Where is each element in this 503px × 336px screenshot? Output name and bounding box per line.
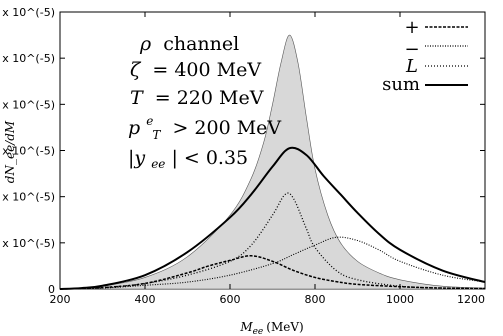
series-line-minus — [59, 236, 486, 290]
x-tick-label: 200 — [50, 293, 71, 306]
x-tick-label: 1200 — [457, 293, 485, 306]
annotation-rapidity: |y ee | < 0.35 — [128, 147, 248, 173]
x-tick-label: 600 — [220, 293, 241, 306]
annotation-t-text: = 220 MeV — [155, 87, 264, 109]
x-axis-title: Mee (MeV) — [239, 320, 303, 336]
legend-label-l: L — [405, 56, 418, 77]
filled-spectrum-area — [59, 34, 486, 290]
annotation-block: ρ channel ζ = 400 MeV T = 220 MeV p e T … — [128, 33, 281, 173]
y-tick-label: 5 x 10^(-5) — [0, 52, 55, 65]
x-tick-label: 800 — [305, 293, 326, 306]
annotation-temperature: T = 220 MeV — [130, 87, 264, 109]
legend-label-sum: sum — [382, 74, 420, 95]
legend-label-plus: + — [404, 17, 419, 38]
annotation-channel-text: channel — [163, 33, 239, 55]
annotation-pt-text: > 200 MeV — [172, 117, 281, 139]
x-axis-title-unit: (MeV) — [266, 320, 303, 334]
y-axis-ticks: 0 1 x 10^(-5) 2 x 10^(-5) 3 x 10^(-5) 4 x 10… — [0, 6, 485, 296]
y-tick-label: 1 x 10^(-5) — [0, 237, 55, 250]
y-tick-label: 6 x 10^(-5) — [0, 6, 55, 19]
annotation-zeta: ζ = 400 MeV — [130, 59, 261, 81]
x-axis-title-sub: ee — [253, 327, 264, 336]
annotation-t-symbol: T — [130, 87, 144, 109]
annotation-pt: p e T > 200 MeV — [128, 108, 281, 144]
y-tick-label: 0 — [48, 283, 55, 296]
annotation-p-symbol: p — [128, 117, 140, 139]
x-axis-title-main: M — [239, 320, 253, 334]
y-tick-label: 4 x 10^(-5) — [0, 98, 55, 111]
x-tick-label: 1000 — [386, 293, 414, 306]
legend: + − L sum — [382, 17, 468, 95]
annotation-y-open: |y — [128, 147, 145, 169]
annotation-zeta-text: = 400 MeV — [152, 59, 261, 81]
y-tick-label: 3 x 10^(-5) — [0, 145, 55, 158]
annotation-y-close: | < 0.35 — [171, 147, 248, 169]
series-line-plus — [59, 255, 486, 290]
annotation-rho: ρ — [139, 33, 152, 55]
series-line-sum — [59, 146, 486, 290]
filled-spectrum-layer — [59, 34, 486, 290]
annotation-p-sub: T — [152, 128, 161, 142]
series-layer — [59, 146, 486, 290]
annotation-p-sup: e — [146, 114, 153, 128]
y-axis-title: dN_ee/dM — [3, 120, 17, 183]
annotation-zeta-symbol: ζ — [130, 59, 142, 81]
annotation-y-sub: ee — [151, 157, 165, 171]
x-tick-label: 400 — [135, 293, 156, 306]
y-tick-label: 2 x 10^(-5) — [0, 191, 55, 204]
annotation-channel: ρ channel — [139, 33, 239, 55]
x-axis-ticks: 200 400 600 800 1000 1200 — [50, 12, 486, 306]
legend-label-minus: − — [404, 39, 419, 60]
